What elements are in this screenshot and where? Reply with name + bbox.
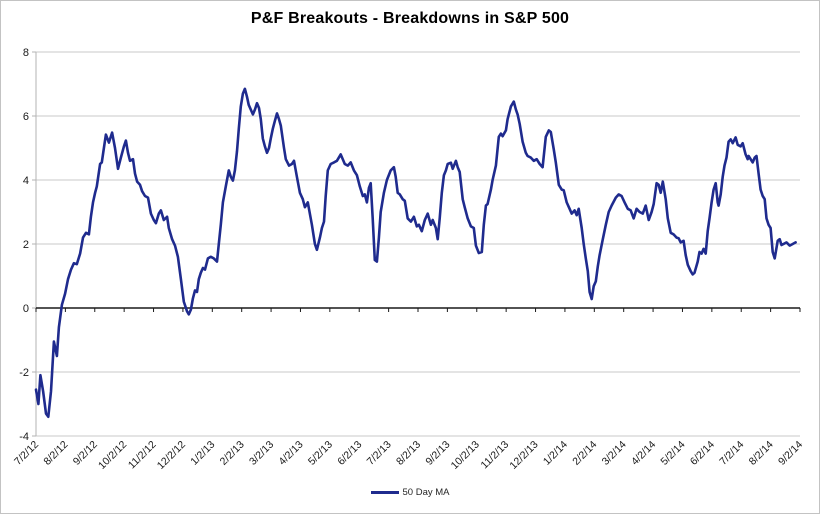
y-tick-label: 0 — [23, 303, 29, 315]
x-tick-label: 5/2/13 — [306, 439, 335, 468]
x-tick-label: 6/2/14 — [688, 439, 717, 468]
x-tick-label: 2/2/13 — [218, 439, 247, 468]
x-tick-label: 8/2/14 — [747, 439, 776, 468]
x-tick-label: 1/2/14 — [541, 439, 570, 468]
x-tick-label: 7/2/13 — [365, 439, 394, 468]
x-tick-label: 12/2/12 — [155, 439, 188, 472]
y-tick-label: 8 — [23, 47, 29, 59]
y-tick-label: -2 — [19, 367, 29, 379]
x-tick-label: 2/2/14 — [570, 439, 599, 468]
x-tick-label: 7/2/14 — [717, 439, 746, 468]
x-tick-label: 4/2/13 — [276, 439, 305, 468]
x-tick-label: 6/2/13 — [335, 439, 364, 468]
x-tick-label: 10/2/13 — [449, 439, 482, 472]
legend: 50 Day MA — [1, 487, 819, 498]
x-tick-label: 9/2/14 — [776, 439, 805, 468]
x-tick-label: 3/2/14 — [600, 439, 629, 468]
x-tick-label: 11/2/13 — [479, 439, 512, 472]
y-tick-label: -4 — [19, 431, 29, 443]
chart-title: P&F Breakouts - Breakdowns in S&P 500 — [250, 10, 570, 27]
x-tick-label: 8/2/13 — [394, 439, 423, 468]
y-tick-label: 4 — [23, 175, 29, 187]
y-tick-label: 2 — [23, 239, 29, 251]
x-tick-label: 3/2/13 — [247, 439, 276, 468]
legend-line-swatch — [370, 491, 399, 494]
x-tick-label: 5/2/14 — [658, 439, 687, 468]
x-tick-label: 4/2/14 — [629, 439, 658, 468]
series-line-50-day-ma — [34, 87, 797, 419]
x-tick-label: 12/2/13 — [507, 439, 540, 472]
x-tick-label: 8/2/12 — [41, 439, 70, 468]
x-tick-label: 10/2/12 — [96, 439, 129, 472]
y-tick-label: 6 — [23, 111, 29, 123]
x-tick-label: 11/2/12 — [126, 439, 159, 472]
x-tick-label: 1/2/13 — [188, 439, 217, 468]
legend-label: 50 Day MA — [402, 487, 450, 498]
